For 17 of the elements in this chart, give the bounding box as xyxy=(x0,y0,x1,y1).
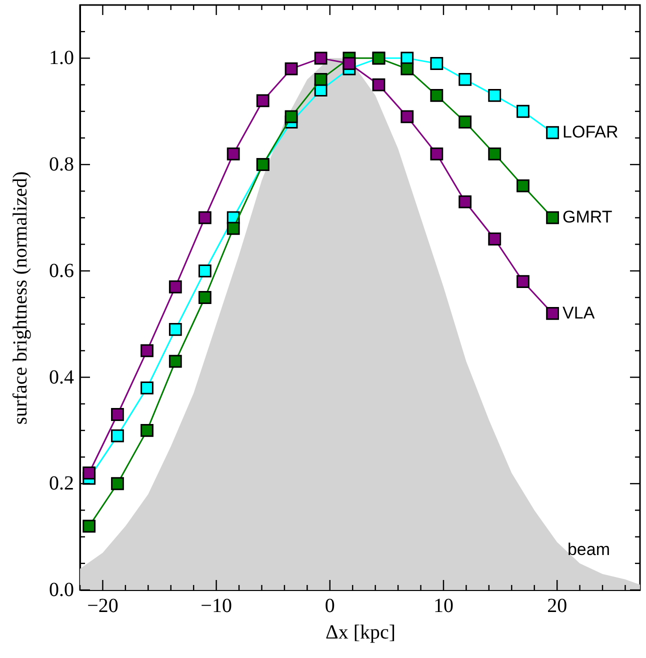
x-axis-title: Δx [kpc] xyxy=(325,622,396,644)
legend-label: VLA xyxy=(562,303,596,322)
y-tick-label: 0.8 xyxy=(49,154,74,176)
x-tick-label: 20 xyxy=(547,595,568,617)
y-axis-title: surface brightness (normalized) xyxy=(10,171,32,425)
x-tick-label: −10 xyxy=(200,595,232,617)
x-tick-label: −20 xyxy=(87,595,118,617)
legend-label: LOFAR xyxy=(562,122,618,142)
y-tick-label: 0.6 xyxy=(49,260,74,282)
x-tick-label: 0 xyxy=(324,595,335,617)
annotation: beam xyxy=(567,540,610,559)
y-tick-label: 0.2 xyxy=(49,472,74,495)
y-tick-label: 0.4 xyxy=(49,366,74,388)
y-tick-label: 0.0 xyxy=(49,579,74,601)
x-tick-label: 10 xyxy=(433,595,454,617)
legend-label: GMRT xyxy=(562,208,612,227)
y-tick-label: 1.0 xyxy=(49,47,74,70)
